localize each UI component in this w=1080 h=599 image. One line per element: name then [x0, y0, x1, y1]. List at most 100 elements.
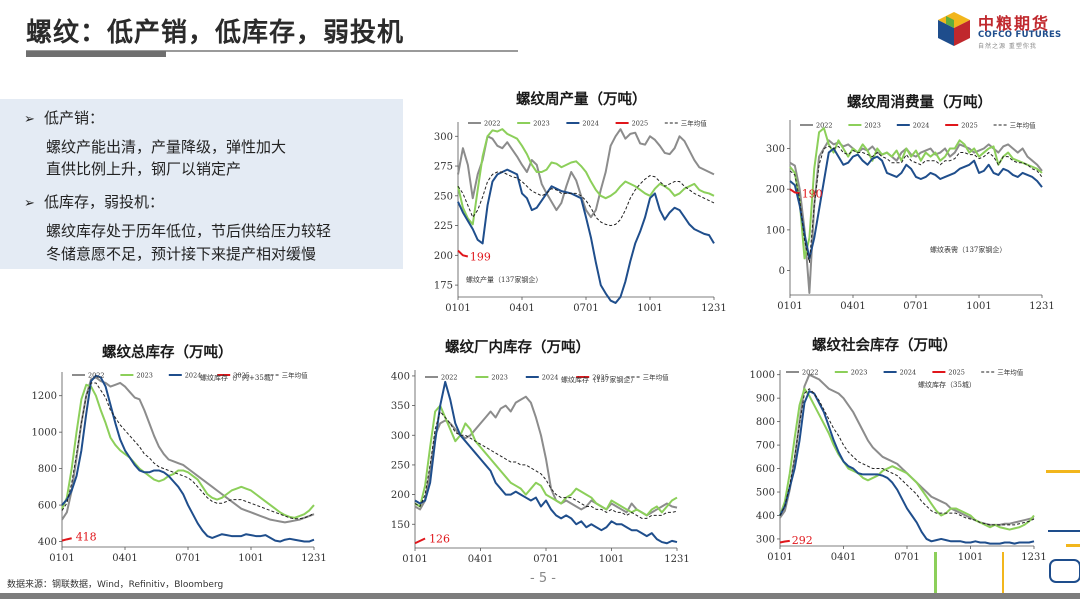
series-line-avg: [414, 411, 678, 519]
chart-note: 螺纹表需（137家钢企）: [930, 245, 1006, 254]
legend-label: 三年均值: [282, 371, 309, 380]
series-line-2023: [789, 127, 1043, 260]
page-number: - 5 -: [530, 571, 556, 586]
legend-label: 2024: [542, 374, 559, 382]
legend-label: 2022: [484, 120, 501, 128]
series-line-2022: [789, 139, 1043, 294]
chart-title-total-inventory: 螺纹总库存（万吨）: [102, 345, 233, 361]
company-logo: 中粮期货 COFCO FUTURES 自然之源 重塑你我: [930, 8, 1070, 52]
x-tick-label: 0701: [894, 552, 919, 563]
legend-label: 2023: [864, 122, 881, 130]
chart-mill-inventory: 150 200 250 300 350 400 0101 0401 0701 1001 1231 20…: [391, 370, 690, 565]
y-tick-label: 1200: [32, 391, 57, 402]
legend-label: 2025: [632, 120, 649, 128]
series-line-avg: [789, 145, 1043, 263]
y-tick-label: 300: [434, 132, 453, 143]
y-tick-label: 900: [756, 394, 775, 405]
y-tick-label: 300: [391, 431, 410, 442]
series-line-2024: [61, 374, 315, 543]
legend-label: 2025: [948, 369, 965, 377]
data-source-note: 数据来源：钢联数据，Wind，Refinitiv，Bloomberg: [7, 580, 224, 590]
x-tick-label: 1231: [664, 554, 689, 565]
x-tick-label: 1001: [599, 554, 624, 565]
chart-title-mill-inventory: 螺纹厂内库存（万吨）: [445, 340, 590, 356]
summary-line: 螺纹产能出清，产量降级，弹性加大: [46, 138, 287, 156]
chart-title-social-inventory: 螺纹社会库存（万吨）: [812, 338, 957, 354]
x-tick-label: 0701: [573, 303, 598, 314]
series-line-2025: [457, 249, 469, 258]
series-line-2023: [61, 383, 315, 519]
chart-note: 螺纹库存（35城）: [918, 380, 976, 389]
y-tick-label: 200: [391, 490, 410, 501]
y-tick-label: 250: [391, 460, 410, 471]
y-tick-label: 800: [756, 417, 775, 428]
y-tick-label: 700: [756, 441, 775, 452]
y-tick-label: 400: [38, 537, 57, 548]
legend-label: 2024: [185, 372, 202, 380]
chart-title-consumption: 螺纹周消费量（万吨）: [847, 95, 992, 111]
title-divider-accent: [26, 51, 166, 57]
series-line-2024: [457, 168, 715, 304]
series-line-2024: [789, 147, 1043, 260]
chart-total-inventory: 400 600 800 1000 1200 0101 0401 0701 1001 1231 202…: [32, 371, 327, 565]
arrow-bullet-icon: ➢: [24, 112, 35, 127]
legend-label: 2022: [441, 374, 458, 382]
x-tick-label: 1001: [958, 552, 983, 563]
series-end-label-2025: 126: [429, 533, 450, 546]
legend-label: 三年均值: [997, 368, 1024, 377]
legend-label: 2022: [802, 369, 819, 377]
y-tick-label: 400: [391, 371, 410, 382]
y-tick-label: 800: [38, 464, 57, 475]
series-line-2025: [779, 539, 790, 544]
series-end-label-2025: 190: [802, 187, 823, 200]
x-tick-label: 0401: [468, 554, 493, 565]
legend-label: 2024: [900, 369, 917, 377]
x-tick-label: 0101: [767, 552, 792, 563]
legend-label: 2023: [491, 374, 508, 382]
chart-note: 螺纹库存（厂内+35城）: [200, 373, 278, 382]
y-tick-label: 300: [766, 144, 785, 155]
legend-label: 2023: [136, 372, 153, 380]
y-tick-label: 600: [756, 464, 775, 475]
x-tick-label: 0101: [402, 554, 427, 565]
legend-label: 2024: [913, 122, 930, 130]
legend-label: 2024: [582, 120, 599, 128]
y-tick-label: 600: [38, 501, 57, 512]
page-title-wrap: 螺纹：低产销，低库存，弱投机: [26, 12, 404, 49]
bullet-low-inventory: ➢ 低库存，弱投机：: [24, 191, 164, 212]
summary-line: 冬储意愿不足，预计接下来提产相对缓慢: [46, 245, 317, 263]
series-line-2024: [414, 380, 678, 545]
series-end-label-2025: 292: [792, 534, 813, 547]
series-line-avg: [61, 382, 315, 520]
page-title: 螺纹：低产销，低库存，弱投机: [26, 18, 405, 48]
summary-box: [0, 99, 403, 269]
series-line-2023: [414, 404, 678, 517]
y-tick-label: 175: [434, 281, 453, 292]
arrow-bullet-icon: ➢: [24, 196, 35, 211]
summary-line: 直供比例上升，钢厂以销定产: [46, 160, 242, 178]
series-end-label-2025: 418: [76, 530, 97, 543]
logo-english-name: COFCO FUTURES: [978, 30, 1062, 40]
logo-chinese-name: 中粮期货: [978, 14, 1051, 33]
legend-label: 三年均值: [643, 373, 670, 382]
series-line-2023: [779, 387, 1035, 531]
y-tick-label: 200: [766, 185, 785, 196]
series-line-2022: [457, 128, 715, 219]
bottom-bar: [0, 593, 1080, 599]
y-tick-label: 1000: [32, 428, 57, 439]
y-tick-label: 150: [391, 520, 410, 531]
x-tick-label: 0401: [509, 303, 534, 314]
legend-label: 2025: [592, 374, 609, 382]
series-line-avg: [457, 171, 715, 227]
chart-note: 螺纹产量（137家钢企）: [466, 275, 542, 284]
y-tick-label: 275: [434, 162, 453, 173]
x-tick-label: 0401: [831, 552, 856, 563]
chart-note: 螺纹库存（137家钢企）: [561, 375, 637, 384]
chart-consumption: 0 100 200 300 0101 0401 0701 1001 1231 2022 2023 20…: [766, 120, 1055, 312]
legend-label: 2023: [851, 369, 868, 377]
series-line-2023: [457, 128, 715, 226]
x-tick-label: 1001: [966, 301, 991, 312]
series-line-2025: [414, 537, 426, 545]
x-tick-label: 1231: [1021, 552, 1046, 563]
chart-social-inventory: 300 400 500 600 700 800 900 1000 0101 0401 0701 100…: [750, 368, 1047, 564]
